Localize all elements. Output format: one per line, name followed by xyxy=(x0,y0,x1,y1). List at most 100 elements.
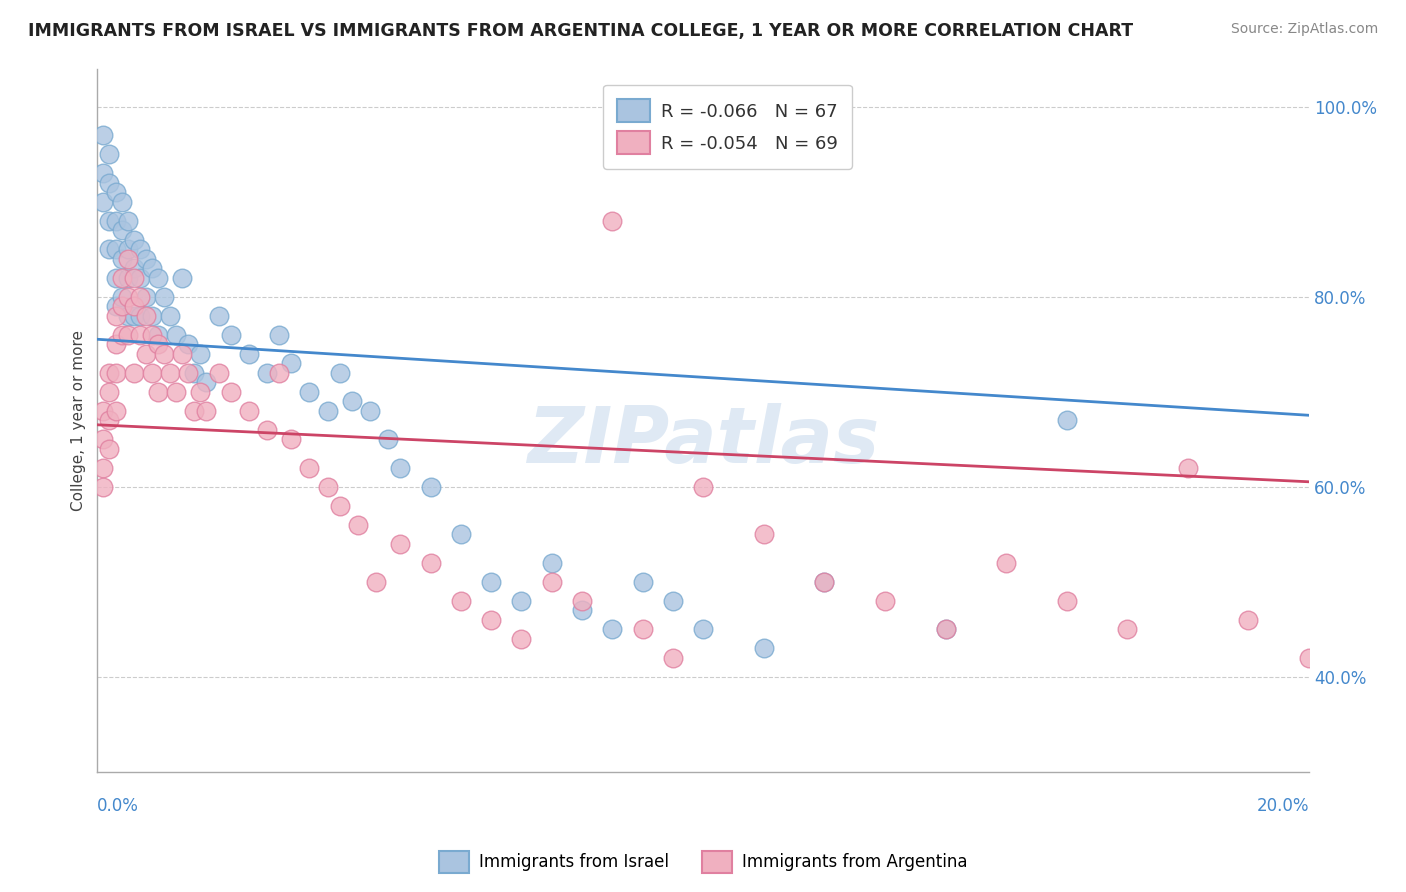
Point xyxy=(1237,613,1260,627)
Point xyxy=(188,384,211,399)
Point xyxy=(389,536,412,550)
Point xyxy=(219,327,242,342)
Point xyxy=(98,366,121,380)
Point xyxy=(389,460,412,475)
Point xyxy=(146,337,169,351)
Point xyxy=(219,384,242,399)
Point xyxy=(316,403,339,417)
Point xyxy=(692,622,714,636)
Point xyxy=(122,366,145,380)
Point xyxy=(93,432,115,446)
Point xyxy=(122,233,145,247)
Point xyxy=(117,309,139,323)
Point xyxy=(995,556,1018,570)
Point xyxy=(329,366,352,380)
Point xyxy=(752,641,775,656)
Point xyxy=(172,346,194,360)
Point xyxy=(207,366,229,380)
Point xyxy=(329,499,352,513)
Point xyxy=(93,479,115,493)
Y-axis label: College, 1 year or more: College, 1 year or more xyxy=(72,329,86,510)
Point xyxy=(146,270,169,285)
Point xyxy=(571,603,593,617)
Point xyxy=(104,309,127,323)
Point xyxy=(238,346,260,360)
Point xyxy=(110,223,132,237)
Point xyxy=(873,593,896,607)
Point xyxy=(631,574,654,589)
Point xyxy=(98,413,121,427)
Point xyxy=(141,260,163,275)
Point xyxy=(93,194,115,209)
Point xyxy=(122,299,145,313)
Point xyxy=(93,128,115,142)
Point xyxy=(104,270,127,285)
Point xyxy=(752,527,775,541)
Point xyxy=(450,527,472,541)
Point xyxy=(141,327,163,342)
Point xyxy=(104,366,127,380)
Point xyxy=(1056,413,1078,427)
Point xyxy=(256,366,278,380)
Point xyxy=(98,213,121,227)
Point xyxy=(93,403,115,417)
Point xyxy=(347,517,370,532)
Point xyxy=(128,242,150,256)
Point xyxy=(135,346,157,360)
Point xyxy=(662,650,685,665)
Point xyxy=(128,270,150,285)
Point xyxy=(128,309,150,323)
Point xyxy=(98,384,121,399)
Point xyxy=(340,394,363,409)
Text: 20.0%: 20.0% xyxy=(1257,797,1309,814)
Point xyxy=(104,213,127,227)
Point xyxy=(98,147,121,161)
Point xyxy=(631,622,654,636)
Point xyxy=(571,593,593,607)
Point xyxy=(813,574,835,589)
Point xyxy=(298,384,321,399)
Point xyxy=(153,289,176,303)
Legend: Immigrants from Israel, Immigrants from Argentina: Immigrants from Israel, Immigrants from … xyxy=(432,845,974,880)
Point xyxy=(195,375,218,389)
Point xyxy=(104,242,127,256)
Point xyxy=(1116,622,1139,636)
Point xyxy=(177,366,200,380)
Point xyxy=(269,327,291,342)
Text: 0.0%: 0.0% xyxy=(97,797,139,814)
Point xyxy=(298,460,321,475)
Point xyxy=(135,289,157,303)
Point xyxy=(110,252,132,266)
Point xyxy=(93,166,115,180)
Point xyxy=(280,356,302,370)
Point xyxy=(93,460,115,475)
Point xyxy=(165,384,187,399)
Point xyxy=(117,270,139,285)
Point xyxy=(540,574,562,589)
Point xyxy=(238,403,260,417)
Point xyxy=(316,479,339,493)
Point xyxy=(195,403,218,417)
Point xyxy=(1177,460,1199,475)
Point xyxy=(177,337,200,351)
Point xyxy=(419,479,441,493)
Point xyxy=(141,309,163,323)
Point xyxy=(510,593,533,607)
Point xyxy=(141,366,163,380)
Point xyxy=(540,556,562,570)
Point xyxy=(110,299,132,313)
Point xyxy=(104,299,127,313)
Point xyxy=(364,574,387,589)
Point xyxy=(104,337,127,351)
Point xyxy=(602,622,624,636)
Point xyxy=(128,327,150,342)
Point xyxy=(104,403,127,417)
Legend: R = -0.066   N = 67, R = -0.054   N = 69: R = -0.066 N = 67, R = -0.054 N = 69 xyxy=(603,85,852,169)
Point xyxy=(359,403,381,417)
Point xyxy=(122,270,145,285)
Point xyxy=(479,574,502,589)
Point xyxy=(110,289,132,303)
Point xyxy=(692,479,714,493)
Point xyxy=(602,213,624,227)
Point xyxy=(188,346,211,360)
